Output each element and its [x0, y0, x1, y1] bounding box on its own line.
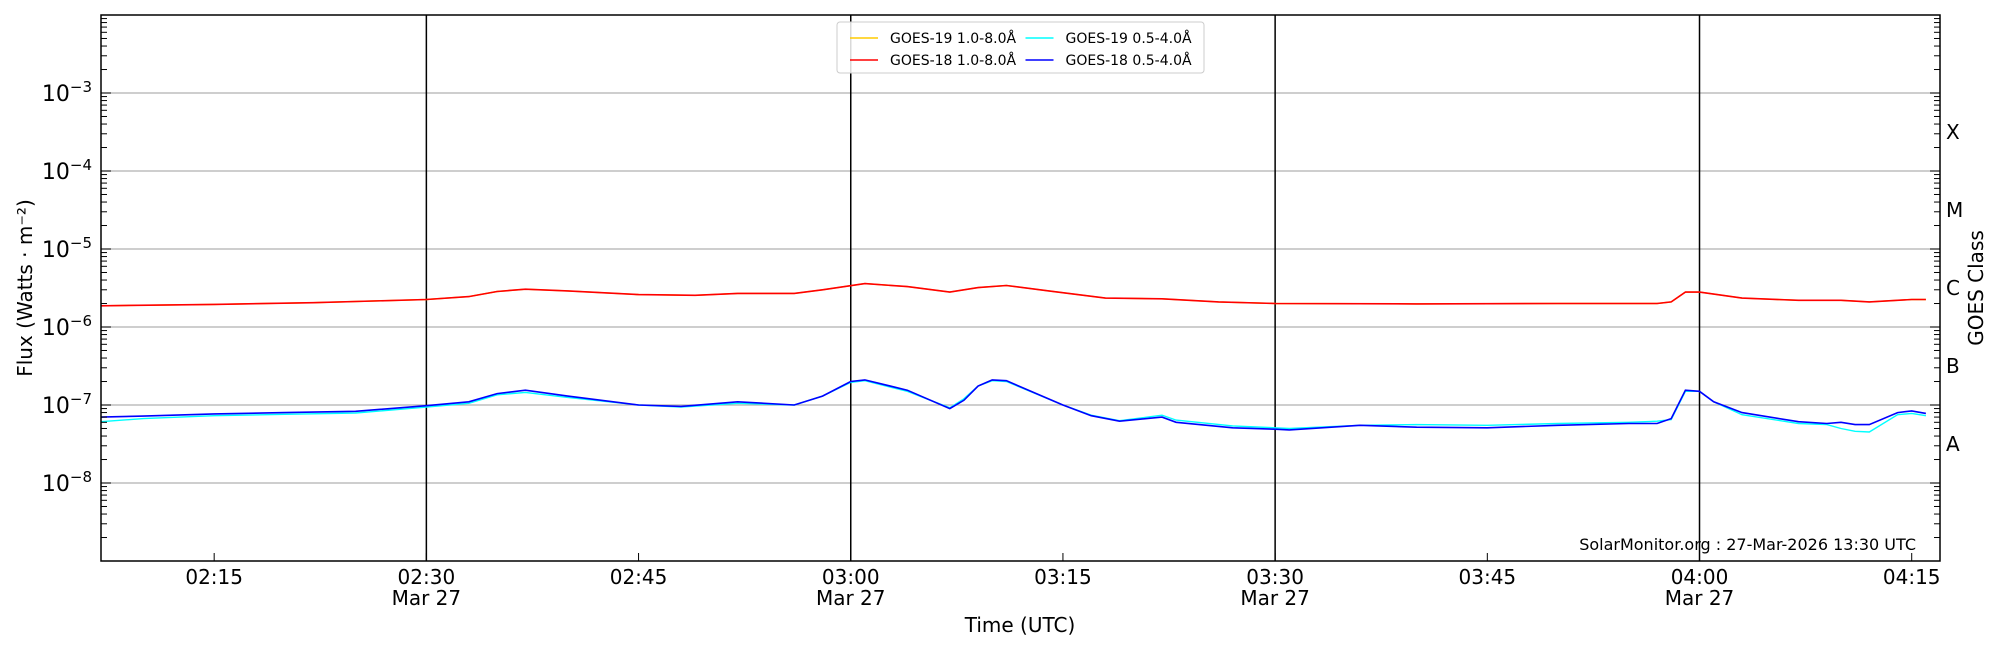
legend: GOES-19 1.0-8.0Å GOES-18 1.0-8.0Å GOES-19 …: [836, 21, 1205, 74]
x-tick-sublabel: Mar 27: [1665, 586, 1735, 610]
x-axis-label: Time (UTC): [964, 613, 1076, 637]
legend-label: GOES-18 0.5-4.0Å: [1066, 52, 1192, 69]
y-tick-label: 10−3: [42, 78, 92, 107]
class-label-X: X: [1946, 120, 1960, 144]
class-label-M: M: [1946, 198, 1963, 222]
legend-label: GOES-19 0.5-4.0Å: [1066, 30, 1192, 47]
x-tick-label: 04:15: [1883, 565, 1941, 589]
y-axis-right-label: GOES Class: [1964, 230, 1988, 346]
goes-class-labels: X M C B A: [1946, 120, 1963, 456]
series-line: [100, 379, 1927, 433]
class-label-A: A: [1946, 432, 1960, 456]
class-label-C: C: [1946, 276, 1960, 300]
y-axis-ticks: 10−3 10−4 10−5 10−6 10−7 10−8: [42, 14, 1940, 562]
x-tick-sublabel: Mar 27: [1240, 586, 1310, 610]
x-tick-label: 03:00: [822, 565, 880, 589]
x-tick-label: 02:45: [610, 565, 668, 589]
grid: [101, 92, 1940, 484]
y-tick-label: 10−4: [42, 156, 92, 185]
annotation: SolarMonitor.org : 27-Mar-2026 13:30 UTC: [1579, 535, 1916, 554]
x-tick-label: 03:15: [1034, 565, 1092, 589]
series-line: [100, 379, 1927, 431]
legend-label: GOES-19 1.0-8.0Å: [890, 30, 1016, 47]
x-tick-label: 02:30: [398, 565, 456, 589]
y-tick-label: 10−8: [42, 468, 92, 497]
series-lines: [100, 282, 1927, 433]
x-tick-label: 04:00: [1671, 565, 1729, 589]
y-axis-label: Flux (Watts · m⁻²): [13, 199, 37, 377]
x-tick-label: 03:30: [1246, 565, 1304, 589]
plot-frame: [100, 14, 1941, 562]
x-tick-label: 02:15: [185, 565, 243, 589]
class-label-B: B: [1946, 354, 1960, 378]
y-tick-label: 10−6: [42, 312, 92, 341]
y-tick-label: 10−7: [42, 390, 92, 419]
legend-box: [836, 21, 1205, 74]
y-tick-label: 10−5: [42, 234, 92, 263]
legend-label: GOES-18 1.0-8.0Å: [890, 52, 1016, 69]
series-line: [100, 282, 1926, 307]
x-tick-label: 03:45: [1459, 565, 1517, 589]
x-tick-sublabel: Mar 27: [816, 586, 886, 610]
x-tick-sublabel: Mar 27: [392, 586, 462, 610]
vertical-lines: [425, 15, 1701, 561]
